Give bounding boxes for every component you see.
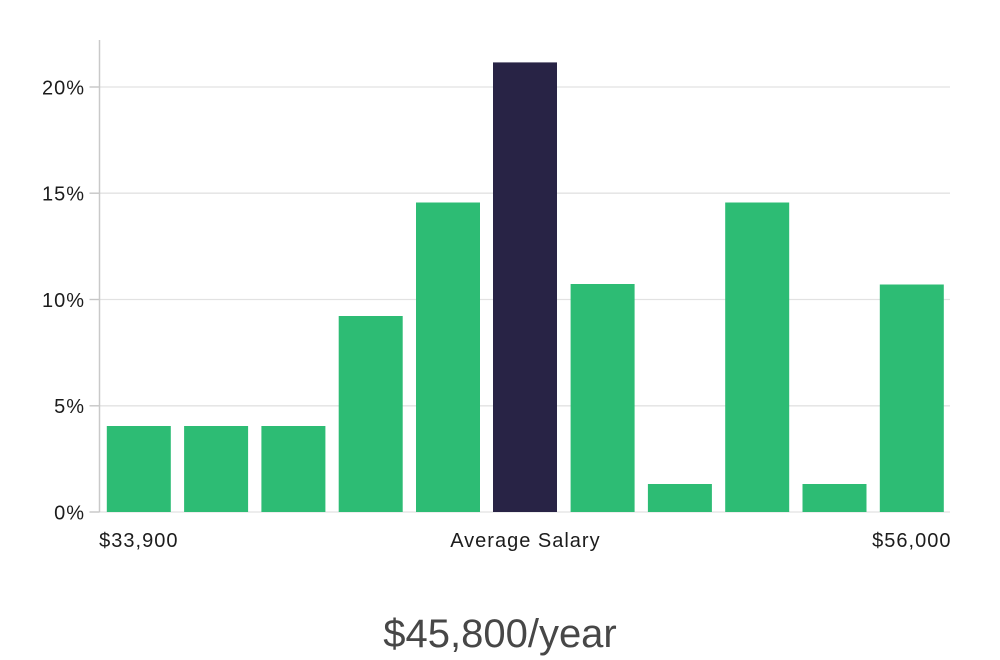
svg-text:20%: 20% <box>42 77 85 99</box>
svg-text:$56,000: $56,000 <box>872 530 951 552</box>
svg-text:$33,900: $33,900 <box>99 530 178 552</box>
svg-text:5%: 5% <box>54 396 85 418</box>
svg-text:$45,800/year: $45,800/year <box>383 612 617 656</box>
svg-text:15%: 15% <box>42 184 85 206</box>
svg-text:10%: 10% <box>42 290 85 312</box>
svg-text:Average Salary: Average Salary <box>450 530 600 552</box>
svg-text:0%: 0% <box>54 502 85 524</box>
